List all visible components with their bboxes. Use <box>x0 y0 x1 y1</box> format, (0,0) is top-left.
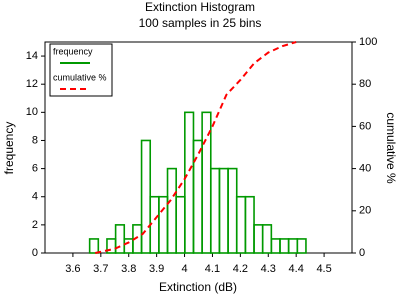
histogram-bar <box>192 139 203 254</box>
x-axis-label: Extinction (dB) <box>159 280 237 294</box>
x-tick-label: 4.3 <box>261 263 276 275</box>
y-tick-label: 8 <box>32 134 38 146</box>
y-tick-label: 12 <box>26 78 38 90</box>
cumulative-line <box>95 41 297 254</box>
histogram-bar <box>296 238 307 254</box>
chart-subtitle: 100 samples in 25 bins <box>139 16 262 30</box>
y2-tick-label: 40 <box>359 163 371 175</box>
histogram-bar <box>253 224 264 254</box>
histogram-bar <box>279 238 290 254</box>
y-axis-label: frequency <box>2 122 16 175</box>
histogram-bar <box>158 195 169 254</box>
histogram-bar <box>166 167 177 254</box>
x-tick-label: 4 <box>181 263 187 275</box>
y-tick-label: 2 <box>32 219 38 231</box>
y2-tick-label: 60 <box>359 120 371 132</box>
histogram-bar <box>140 139 152 254</box>
x-tick-label: 4.1 <box>205 263 220 275</box>
histogram-bar <box>218 167 229 254</box>
histogram-bar <box>244 195 255 254</box>
x-tick-label: 3.9 <box>149 263 164 275</box>
histogram-bar <box>235 195 247 254</box>
legend-label: cumulative % <box>53 72 107 82</box>
y2-axis-label: cumulative % <box>384 112 398 184</box>
y2-tick-label: 80 <box>359 78 371 90</box>
chart-title: Extinction Histogram <box>145 0 255 14</box>
x-tick-label: 3.6 <box>65 263 80 275</box>
histogram-bar <box>175 195 186 254</box>
y-tick-label: 14 <box>26 50 38 62</box>
x-tick-label: 3.8 <box>121 263 136 275</box>
histogram-bar <box>227 167 238 254</box>
x-tick-label: 4.5 <box>316 263 331 275</box>
x-tick-label: 4.2 <box>233 263 248 275</box>
x-tick-label: 3.7 <box>93 263 108 275</box>
histogram-bar <box>184 111 195 254</box>
y-tick-label: 10 <box>26 106 38 118</box>
y2-tick-label: 0 <box>359 247 365 259</box>
y2-tick-label: 100 <box>359 36 377 48</box>
histogram-bar <box>261 224 273 254</box>
histogram-bar <box>270 238 281 254</box>
legend-box <box>49 43 113 97</box>
y-tick-label: 0 <box>32 247 38 259</box>
y2-tick-label: 20 <box>359 205 371 217</box>
histogram-bar <box>88 238 100 254</box>
legend-label: frequency <box>53 46 93 56</box>
histogram-bar <box>123 238 134 254</box>
x-tick-label: 4.4 <box>289 263 304 275</box>
y-tick-label: 4 <box>32 191 38 203</box>
histogram-bar <box>287 238 299 254</box>
histogram-bar <box>209 167 221 254</box>
y-tick-label: 6 <box>32 163 38 175</box>
